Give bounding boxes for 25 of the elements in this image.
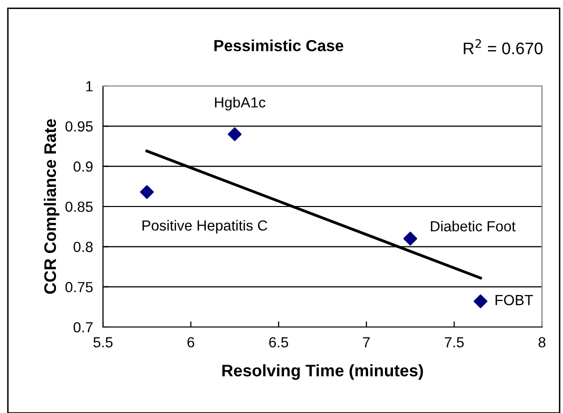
point: [403, 232, 418, 246]
y-axis-title: CCR Compliance Rate: [44, 119, 60, 294]
x-tick-label: 8: [538, 337, 546, 348]
y-tick-label: 0.95: [65, 121, 93, 132]
point: [140, 185, 154, 199]
y-tick-label: 1: [86, 81, 93, 92]
x-tick-label: 6: [187, 337, 194, 348]
text: R$^{2}$ = 0.670: [464, 39, 543, 54]
point: [474, 294, 488, 308]
point: [228, 127, 242, 142]
y-tick-label: 0.75: [65, 282, 93, 292]
chart-title: Pessimistic Case: [214, 40, 344, 52]
x-tick-label: 7: [363, 337, 370, 348]
annotation: Positive Hepatitis C: [142, 220, 268, 234]
y-tick-label: 0.85: [65, 202, 93, 212]
y-tick-label: 0.9: [74, 161, 93, 172]
x-tick-label: 5.5: [93, 337, 113, 348]
x-tick-label: 6.5: [269, 337, 288, 348]
y-tick-label: 0.8: [74, 242, 93, 252]
x-axis-title: Resolving Time (minutes): [222, 364, 423, 380]
annotation: FOBT: [496, 294, 533, 306]
y-tick-label: 0.7: [74, 322, 93, 332]
annotation: HgbA1c: [215, 96, 266, 110]
x-tick-label: 7.5: [444, 337, 464, 348]
annotation: Diabetic Foot: [430, 220, 516, 232]
